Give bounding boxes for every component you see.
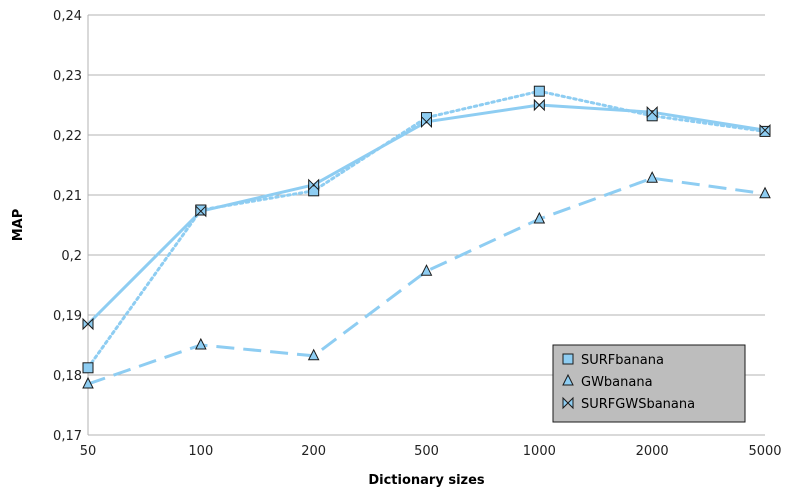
series-markers-SURFbanana (82, 85, 771, 374)
x-tick-label: 50 (80, 444, 97, 459)
data-point (646, 171, 658, 183)
data-point (421, 115, 432, 129)
legend: SURFbanana GWbanana SURFGWSbanana (552, 344, 746, 423)
y-tick-label: 0,17 (53, 429, 82, 444)
x-tick-label: 2000 (636, 444, 669, 459)
y-tick-label: 0,2 (61, 249, 82, 264)
series-line (86, 103, 766, 326)
data-point (759, 186, 771, 199)
data-point (420, 264, 433, 276)
x-axis-title: Dictionary sizes (368, 473, 485, 487)
data-point (195, 337, 207, 350)
series-markers-SURFGWSbanana (82, 98, 771, 331)
y-tick-label: 0,18 (53, 369, 82, 384)
data-point (308, 178, 320, 192)
series-line (86, 89, 767, 370)
x-tick-labels: 50 100 200 500 1000 2000 5000 (80, 444, 782, 459)
legend-marker (562, 373, 574, 386)
data-point (82, 317, 94, 331)
legend-label: SURFbanana (581, 353, 664, 368)
series-markers-GWbanana (82, 171, 771, 389)
legend-marker (562, 353, 574, 365)
data-point (308, 185, 320, 197)
legend-label: GWbanana (581, 375, 653, 390)
data-point (533, 85, 545, 97)
series-SURFGWSbanana (86, 103, 766, 326)
x-tick-label: 200 (301, 444, 326, 459)
y-tick-label: 0,22 (53, 129, 82, 144)
y-tick-label: 0,21 (53, 189, 82, 204)
series-SURFbanana (86, 89, 767, 370)
y-tick-label: 0,23 (53, 69, 82, 84)
y-gridlines (88, 14, 765, 376)
x-tick-label: 1000 (523, 444, 556, 459)
legend-marker (562, 396, 574, 410)
x-tick-label: 5000 (748, 444, 781, 459)
legend-label: SURFGWSbanana (581, 397, 695, 412)
y-axis-title: MAP (11, 209, 26, 242)
data-point (759, 123, 771, 137)
data-point (646, 105, 658, 119)
y-tick-label: 0,24 (53, 9, 82, 24)
x-tick-label: 500 (414, 444, 439, 459)
series-layer (82, 85, 771, 389)
x-tick-label: 100 (188, 444, 213, 459)
data-point (82, 362, 94, 374)
data-point (82, 376, 94, 389)
data-point (307, 348, 320, 361)
y-tick-label: 0,19 (53, 309, 82, 324)
data-point (533, 98, 545, 112)
legend-box (552, 344, 746, 423)
data-point (533, 211, 546, 224)
data-point (195, 204, 207, 218)
y-tick-labels: 0,17 0,18 0,19 0,2 0,21 0,22 0,23 0,24 (53, 9, 82, 444)
